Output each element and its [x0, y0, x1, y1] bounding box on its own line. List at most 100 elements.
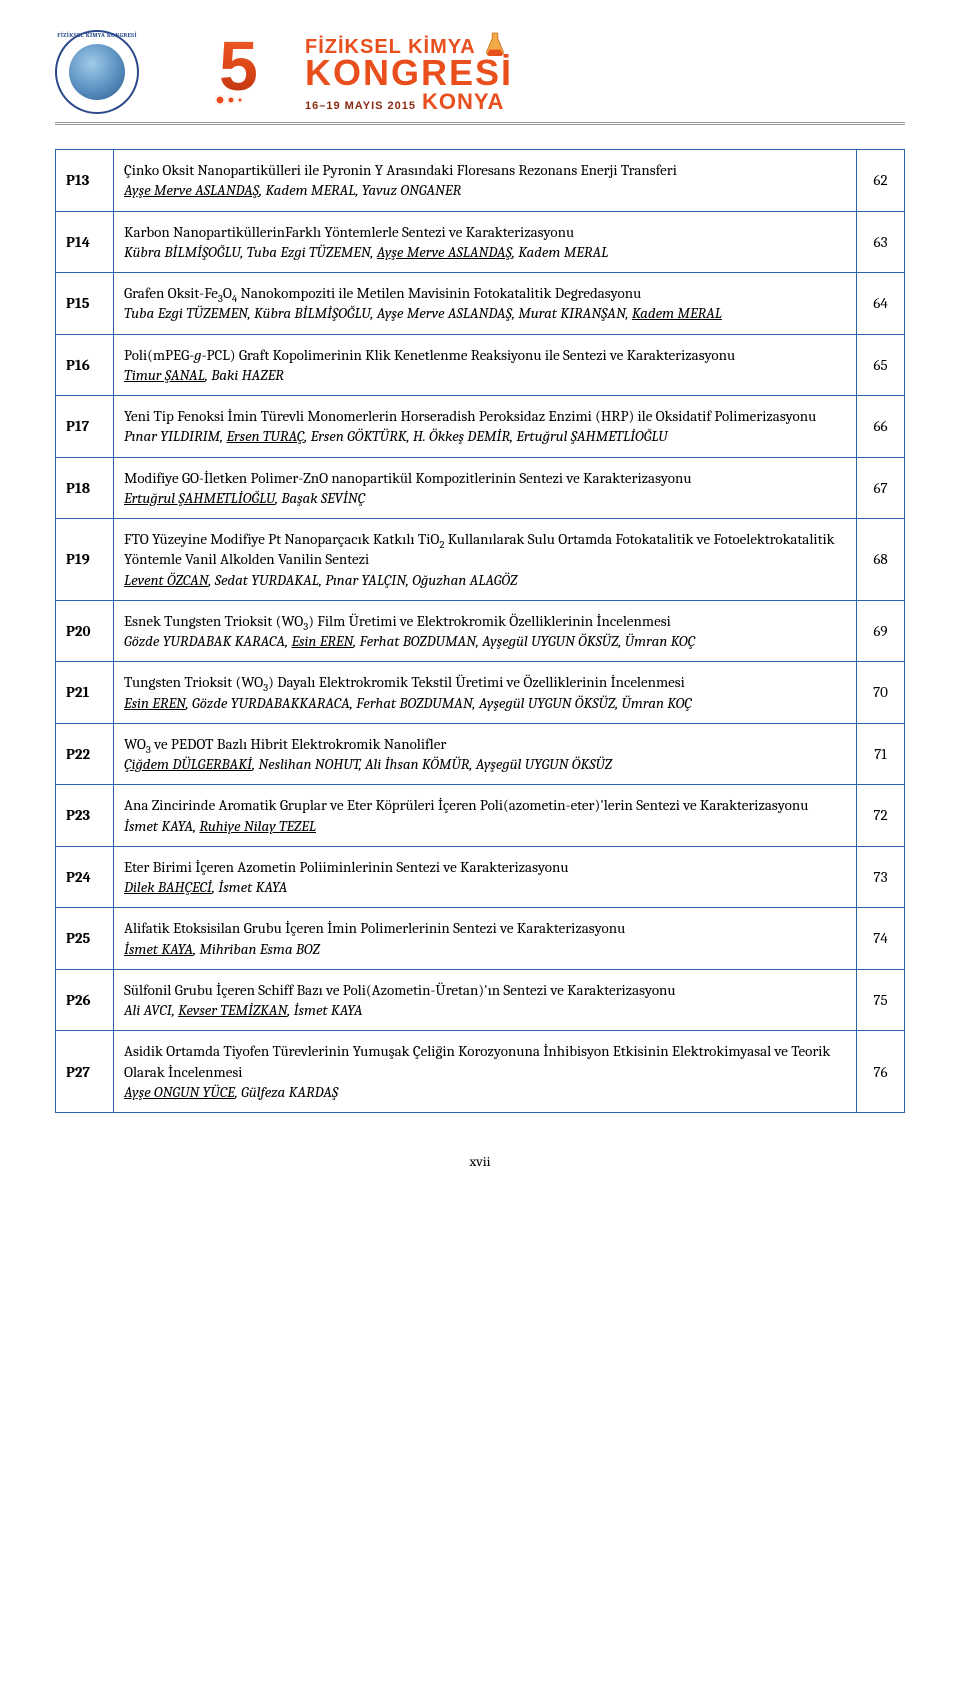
document-page: FİZİKSEL KİMYA KONGRESİ 5 FİZİKSEL KİMYA [0, 0, 960, 1190]
entry-page: 70 [857, 662, 905, 724]
abstracts-table: P13 Çinko Oksit Nanopartikülleri ile Pyro… [55, 149, 905, 1113]
entry-authors: İsmet KAYA, Ruhiye Nilay TEZEL [124, 816, 846, 836]
table-row: P27Asidik Ortamda Tiyofen Türevlerinin Y… [56, 1031, 905, 1113]
entry-title: Karbon NanopartiküllerinFarklı Yöntemler… [124, 222, 846, 242]
entry-title: Çinko Oksit Nanopartikülleri ile Pyronin… [124, 160, 846, 180]
entry-code: P26 [56, 969, 114, 1031]
entry-content: Grafen Oksit-Fe3O4 Nanokompoziti ile Met… [114, 273, 857, 335]
table-row: P23 Ana Zincirinde Aromatik Gruplar ve Et… [56, 785, 905, 847]
entry-page: 76 [857, 1031, 905, 1113]
entry-authors: Kübra BİLMİŞOĞLU, Tuba Ezgi TÜZEMEN, Ayş… [124, 242, 846, 262]
logo-number-five: 5 [219, 33, 297, 111]
entry-page: 68 [857, 519, 905, 601]
entry-code: P14 [56, 211, 114, 273]
entry-title: Poli(mPEG-g-PCL) Graft Kopolimerinin Kli… [124, 345, 846, 365]
logo-dates: 16–19 MAYIS 2015 [305, 101, 416, 112]
page-header: FİZİKSEL KİMYA KONGRESİ 5 FİZİKSEL KİMYA [55, 30, 905, 125]
entry-authors: Gözde YURDABAK KARACA, Esin EREN, Ferhat… [124, 631, 846, 651]
entry-page: 75 [857, 969, 905, 1031]
entry-title: WO3 ve PEDOT Bazlı Hibrit Elektrokromik … [124, 734, 846, 754]
entry-title: Modifiye GO-İletken Polimer-ZnO nanopart… [124, 468, 846, 488]
entry-authors: Ayşe ONGUN YÜCE, Gülfeza KARDAŞ [124, 1082, 846, 1102]
entry-authors: Ayşe Merve ASLANDAŞ, Kadem MERAL, Yavuz … [124, 180, 846, 200]
badge-caption: FİZİKSEL KİMYA KONGRESİ [55, 30, 139, 114]
table-row: P24 Eter Birimi İçeren Azometin Poliiminl… [56, 846, 905, 908]
entry-content: Yeni Tip Fenoksi İmin Türevli Monomerler… [114, 396, 857, 458]
entry-title: Grafen Oksit-Fe3O4 Nanokompoziti ile Met… [124, 283, 846, 303]
entry-page: 67 [857, 457, 905, 519]
entry-title: Tungsten Trioksit (WO3) Dayalı Elektrokr… [124, 672, 846, 692]
entry-page: 64 [857, 273, 905, 335]
entry-code: P13 [56, 150, 114, 212]
entry-title: Alifatik Etoksisilan Grubu İçeren İmin P… [124, 918, 846, 938]
entry-content: Çinko Oksit Nanopartikülleri ile Pyronin… [114, 150, 857, 212]
entry-title: Esnek Tungsten Trioksit (WO3) Film Üreti… [124, 611, 846, 631]
entry-content: Eter Birimi İçeren Azometin Poliiminleri… [114, 846, 857, 908]
entry-page: 63 [857, 211, 905, 273]
entry-code: P19 [56, 519, 114, 601]
entry-title: Yeni Tip Fenoksi İmin Türevli Monomerler… [124, 406, 846, 426]
entry-title: Ana Zincirinde Aromatik Gruplar ve Eter … [124, 795, 846, 815]
entry-code: P25 [56, 908, 114, 970]
entry-page: 66 [857, 396, 905, 458]
table-row: P15 Grafen Oksit-Fe3O4 Nanokompoziti ile … [56, 273, 905, 335]
entry-code: P15 [56, 273, 114, 335]
entry-code: P17 [56, 396, 114, 458]
entry-code: P21 [56, 662, 114, 724]
entry-page: 71 [857, 723, 905, 785]
table-row: P21 Tungsten Trioksit (WO3) Dayalı Elektr… [56, 662, 905, 724]
entry-page: 72 [857, 785, 905, 847]
entry-code: P23 [56, 785, 114, 847]
entry-page: 65 [857, 334, 905, 396]
entry-authors: Dilek BAHÇECİ, İsmet KAYA [124, 877, 846, 897]
entry-code: P24 [56, 846, 114, 908]
entry-content: Alifatik Etoksisilan Grubu İçeren İmin P… [114, 908, 857, 970]
entry-authors: İsmet KAYA, Mihriban Esma BOZ [124, 939, 846, 959]
entry-page: 69 [857, 600, 905, 662]
table-row: P22WO3 ve PEDOT Bazlı Hibrit Elektrokrom… [56, 723, 905, 785]
entry-page: 62 [857, 150, 905, 212]
molecule-icon [215, 95, 245, 105]
congress-main-logo: 5 FİZİKSEL KİMYA KONGRESİ [219, 31, 513, 113]
entry-page: 74 [857, 908, 905, 970]
table-row: P14 Karbon NanopartiküllerinFarklı Yöntem… [56, 211, 905, 273]
entry-content: Asidik Ortamda Tiyofen Türevlerinin Yumu… [114, 1031, 857, 1113]
entry-authors: Çiğdem DÜLGERBAKİ, Neslihan NOHUT, Ali İ… [124, 754, 846, 774]
table-row: P20 Esnek Tungsten Trioksit (WO3) Film Ür… [56, 600, 905, 662]
entry-content: Modifiye GO-İletken Polimer-ZnO nanopart… [114, 457, 857, 519]
entry-content: FTO Yüzeyine Modifiye Pt Nanoparçacık Ka… [114, 519, 857, 601]
congress-badge-logo: FİZİKSEL KİMYA KONGRESİ [55, 30, 139, 114]
entry-title: Eter Birimi İçeren Azometin Poliiminleri… [124, 857, 846, 877]
entry-page: 73 [857, 846, 905, 908]
entry-code: P20 [56, 600, 114, 662]
table-row: P25 Alifatik Etoksisilan Grubu İçeren İmi… [56, 908, 905, 970]
entry-authors: Levent ÖZCAN, Sedat YURDAKAL, Pınar YALÇ… [124, 570, 846, 590]
table-row: P26 Sülfonil Grubu İçeren Schiff Bazı ve … [56, 969, 905, 1031]
table-row: P16 Poli(mPEG-g-PCL) Graft Kopolimerinin … [56, 334, 905, 396]
table-row: P18 Modifiye GO-İletken Polimer-ZnO nanop… [56, 457, 905, 519]
entry-content: Karbon NanopartiküllerinFarklı Yöntemler… [114, 211, 857, 273]
logo-city: KONYA [422, 91, 504, 113]
entry-content: WO3 ve PEDOT Bazlı Hibrit Elektrokromik … [114, 723, 857, 785]
flask-icon [484, 31, 506, 59]
logo-title: KONGRESİ [305, 55, 513, 91]
entry-title: FTO Yüzeyine Modifiye Pt Nanoparçacık Ka… [124, 529, 846, 570]
entry-code: P16 [56, 334, 114, 396]
entry-content: Sülfonil Grubu İçeren Schiff Bazı ve Pol… [114, 969, 857, 1031]
entry-title: Sülfonil Grubu İçeren Schiff Bazı ve Pol… [124, 980, 846, 1000]
entry-content: Tungsten Trioksit (WO3) Dayalı Elektrokr… [114, 662, 857, 724]
entry-authors: Timur ŞANAL, Baki HAZER [124, 365, 846, 385]
entry-content: Poli(mPEG-g-PCL) Graft Kopolimerinin Kli… [114, 334, 857, 396]
entry-title: Asidik Ortamda Tiyofen Türevlerinin Yumu… [124, 1041, 846, 1082]
entry-authors: Pınar YILDIRIM, Ersen TURAÇ, Ersen GÖKTÜ… [124, 426, 846, 446]
entry-authors: Esin EREN, Gözde YURDABAKKARACA, Ferhat … [124, 693, 846, 713]
table-row: P17 Yeni Tip Fenoksi İmin Türevli Monomer… [56, 396, 905, 458]
entry-authors: Ali AVCI, Kevser TEMİZKAN, İsmet KAYA [124, 1000, 846, 1020]
page-number: xvii [55, 1153, 905, 1170]
entry-code: P18 [56, 457, 114, 519]
table-row: P13 Çinko Oksit Nanopartikülleri ile Pyro… [56, 150, 905, 212]
entry-authors: Tuba Ezgi TÜZEMEN, Kübra BİLMİŞOĞLU, Ayş… [124, 303, 846, 323]
entry-code: P27 [56, 1031, 114, 1113]
entry-authors: Ertuğrul ŞAHMETLİOĞLU, Başak SEVİNÇ [124, 488, 846, 508]
table-row: P19FTO Yüzeyine Modifiye Pt Nanoparçacık… [56, 519, 905, 601]
